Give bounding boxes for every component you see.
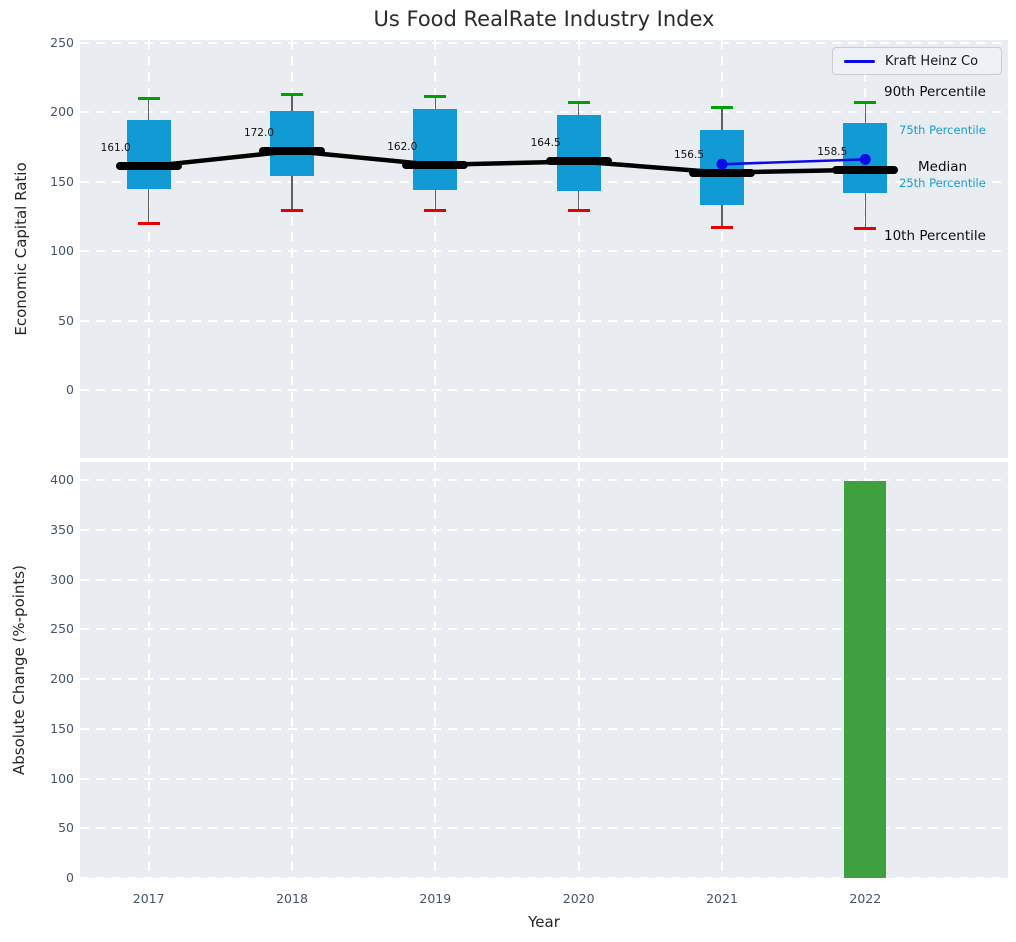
y-tick-label: 250 xyxy=(50,621,74,637)
gridline xyxy=(577,462,580,878)
gridline xyxy=(80,877,1008,879)
whisker-cap-low xyxy=(137,221,160,225)
median-value-label: 156.5 xyxy=(673,148,704,161)
whisker-cap-high xyxy=(567,100,590,104)
gridline xyxy=(80,250,1008,253)
median-marker-2019 xyxy=(402,160,469,169)
median-marker-2020 xyxy=(545,157,612,166)
gridline xyxy=(80,827,1008,830)
whisker-cap-low xyxy=(854,227,877,231)
gridline xyxy=(80,479,1008,481)
y-tick-label: 250 xyxy=(50,34,74,50)
annotation-median: Median xyxy=(918,159,968,175)
gridline xyxy=(80,678,1008,680)
gridline xyxy=(80,727,1008,730)
whisker-cap-low xyxy=(711,225,733,229)
y-tick-label: 0 xyxy=(66,382,74,397)
y-tick-label: 350 xyxy=(50,521,74,537)
iqr-box-2019 xyxy=(413,109,458,190)
y-tick-label: 150 xyxy=(50,720,74,736)
gridline xyxy=(864,40,867,458)
annotation-75th-percentile: 75th Percentile xyxy=(899,123,986,137)
iqr-box-2022 xyxy=(843,123,888,193)
whisker-cap-low xyxy=(281,209,303,213)
gridline xyxy=(147,40,150,458)
gridline xyxy=(577,40,580,458)
y-tick-label: 50 xyxy=(58,312,74,328)
y-tick-label: 100 xyxy=(50,243,74,259)
y-tick-label: 150 xyxy=(50,173,74,189)
gridline xyxy=(80,389,1008,391)
whisker-cap-low xyxy=(567,209,590,213)
gridline xyxy=(80,111,1008,114)
legend-label: Kraft Heinz Co xyxy=(885,53,979,69)
median-value-label: 158.5 xyxy=(817,145,848,158)
y-tick-label: 0 xyxy=(66,870,74,885)
x-tick-label: 2022 xyxy=(849,891,882,906)
gridline xyxy=(80,180,1008,183)
y-tick-label: 200 xyxy=(50,671,74,686)
gridline xyxy=(434,40,437,458)
median-value-label: 162.0 xyxy=(387,140,418,153)
series-line-swatch xyxy=(844,59,875,63)
iqr-box-2017 xyxy=(126,120,171,189)
gridline xyxy=(80,528,1008,531)
iqr-box-2021 xyxy=(700,130,744,206)
whisker-cap-high xyxy=(711,106,733,110)
gridline xyxy=(147,462,150,878)
x-axis-label: Year xyxy=(528,913,560,931)
whisker-cap-high xyxy=(281,92,303,96)
whisker-cap-high xyxy=(137,96,160,100)
bar-2022 xyxy=(844,480,887,878)
annotation-90th-percentile: 90th Percentile xyxy=(884,84,986,100)
median-marker-2018 xyxy=(259,147,325,156)
annotation-10th-percentile: 10th Percentile xyxy=(884,228,986,244)
gridline xyxy=(721,40,723,458)
whisker-cap-low xyxy=(424,209,447,213)
whisker-cap-high xyxy=(854,100,877,104)
chart-title: Us Food RealRate Industry Index xyxy=(373,7,715,31)
median-marker-2022 xyxy=(832,165,899,174)
iqr-box-2020 xyxy=(556,114,601,192)
median-value-label: 164.5 xyxy=(530,137,561,150)
x-tick-label: 2020 xyxy=(562,891,595,906)
gridline xyxy=(721,462,723,878)
y-tick-label: 300 xyxy=(50,571,74,587)
whisker-cap-high xyxy=(424,95,447,99)
median-value-label: 161.0 xyxy=(100,142,131,155)
gridline xyxy=(291,462,293,878)
iqr-box-2018 xyxy=(270,110,314,177)
y-tick-label: 100 xyxy=(50,770,74,786)
x-tick-label: 2017 xyxy=(132,891,165,906)
ecr-boxplot-panel: 161.0 172.0 162.0 164.5 156.5 158.5 xyxy=(80,40,1008,458)
gridline xyxy=(434,462,437,878)
bottom-y-axis-label: Absolute Change (%-points) xyxy=(10,565,28,775)
gridline xyxy=(80,777,1008,780)
median-marker-2021 xyxy=(689,168,755,177)
x-tick-label: 2018 xyxy=(276,891,308,906)
gridline xyxy=(80,628,1008,631)
legend: Kraft Heinz Co xyxy=(832,47,1002,75)
gridline xyxy=(291,40,293,458)
gridline xyxy=(80,578,1008,581)
x-tick-label: 2019 xyxy=(419,891,452,906)
median-marker-2017 xyxy=(115,162,182,171)
change-bar-panel xyxy=(80,462,1008,879)
x-tick-label: 2021 xyxy=(706,891,738,906)
median-value-label: 172.0 xyxy=(243,127,274,140)
gridline xyxy=(80,41,1008,44)
annotation-25th-percentile: 25th Percentile xyxy=(899,176,986,190)
gridline xyxy=(80,319,1008,322)
y-tick-label: 50 xyxy=(58,820,74,836)
y-tick-label: 200 xyxy=(50,104,74,120)
y-tick-label: 400 xyxy=(50,472,74,487)
